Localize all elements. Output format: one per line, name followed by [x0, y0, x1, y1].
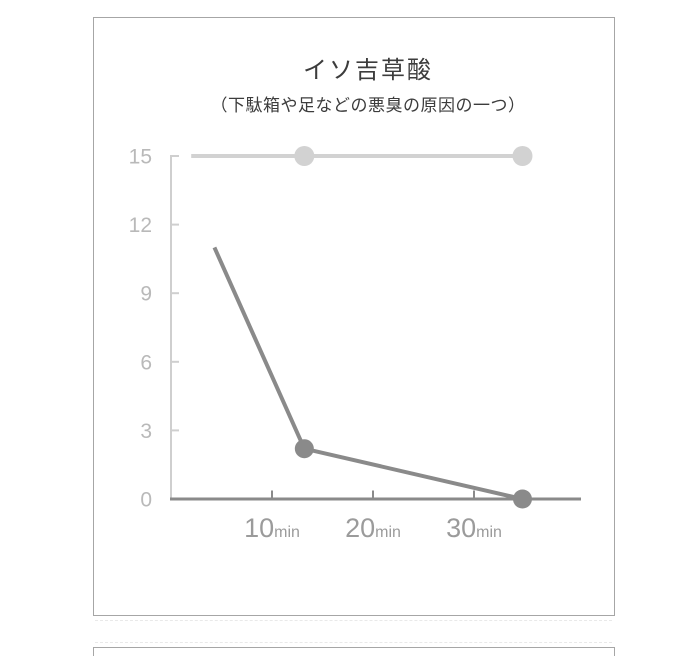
data-point-marker-flat-reference-line-15 — [294, 146, 315, 166]
y-axis-tick-label: 9 — [140, 283, 152, 306]
x-axis-tick-label: 30min — [446, 513, 502, 543]
next-section-card-partial — [93, 647, 615, 656]
y-axis-tick-label: 3 — [140, 420, 152, 443]
dashed-separator — [95, 620, 612, 621]
data-point-marker-declining-odor-line — [512, 489, 532, 509]
y-axis-tick-label: 12 — [129, 214, 152, 237]
data-point-marker-declining-odor-line — [294, 439, 314, 459]
dashed-separator — [95, 642, 612, 643]
chart-title: イソ吉草酸 — [303, 57, 433, 84]
data-point-marker-flat-reference-line-15 — [512, 146, 533, 166]
y-axis-tick-label: 0 — [140, 489, 152, 512]
chart-subtitle: （下駄箱や足などの悪臭の原因の一つ） — [210, 96, 526, 115]
x-axis-tick-label: 10min — [244, 513, 300, 543]
y-axis-tick-label: 15 — [129, 146, 152, 169]
line-chart-canvas: 0 3 6 9 12 15 10min 20min 30min — [129, 146, 581, 543]
chart-card: イソ吉草酸 （下駄箱や足などの悪臭の原因の一つ） 0 3 6 9 12 15 10min 20… — [93, 17, 615, 616]
series-line-declining-odor-line — [212, 246, 523, 501]
y-axis-tick-label: 6 — [140, 351, 152, 374]
x-axis-tick-label: 20min — [345, 513, 401, 543]
chart-header: イソ吉草酸 （下駄箱や足などの悪臭の原因の一つ） — [94, 56, 614, 117]
